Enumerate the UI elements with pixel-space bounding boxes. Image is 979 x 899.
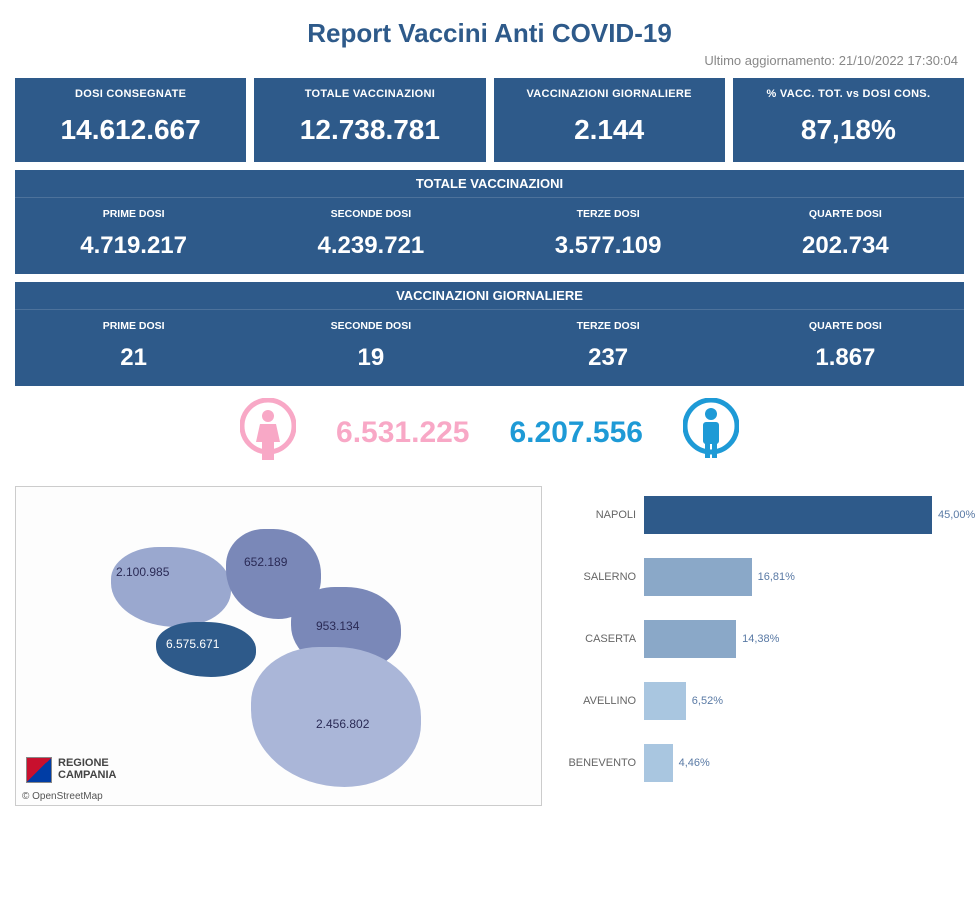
logo-badge-icon — [26, 757, 52, 783]
bar-label: BENEVENTO — [560, 757, 644, 769]
dose-cell: QUARTE DOSI 202.734 — [727, 198, 964, 274]
dose-value: 19 — [256, 344, 485, 372]
last-update: Ultimo aggiornamento: 21/10/2022 17:30:0… — [15, 53, 964, 68]
bar-percent: 45,00% — [938, 509, 975, 521]
bar-track: 16,81% — [644, 558, 964, 596]
page-title: Report Vaccini Anti COVID-19 — [15, 18, 964, 49]
map-region-value: 953.134 — [316, 619, 359, 633]
stat-card: VACCINAZIONI GIORNALIERE 2.144 — [494, 78, 725, 162]
map-region-value: 6.575.671 — [166, 637, 219, 651]
bar-track: 4,46% — [644, 744, 964, 782]
female-count: 6.531.225 — [336, 416, 469, 450]
bar-label: NAPOLI — [560, 509, 644, 521]
map-region — [111, 547, 231, 627]
bar-percent: 4,46% — [679, 757, 710, 769]
map-region-value: 2.456.802 — [316, 717, 369, 731]
dose-cell: SECONDE DOSI 4.239.721 — [252, 198, 489, 274]
dose-cell: TERZE DOSI 237 — [490, 310, 727, 386]
stat-card: DOSI CONSEGNATE 14.612.667 — [15, 78, 246, 162]
dose-cell: TERZE DOSI 3.577.109 — [490, 198, 727, 274]
map-region-value: 2.100.985 — [116, 565, 169, 579]
bar-fill — [644, 620, 736, 658]
totals-section: TOTALE VACCINAZIONI PRIME DOSI4.719.217S… — [15, 170, 964, 274]
dose-cell: PRIME DOSI 21 — [15, 310, 252, 386]
top-cards-row: DOSI CONSEGNATE 14.612.667 TOTALE VACCINAZ… — [15, 78, 964, 162]
stat-card: TOTALE VACCINAZIONI 12.738.781 — [254, 78, 485, 162]
stat-value: 12.738.781 — [258, 114, 481, 146]
bar-fill — [644, 744, 673, 782]
dose-value: 3.577.109 — [494, 232, 723, 260]
bar-percent: 6,52% — [692, 695, 723, 707]
stat-value: 2.144 — [498, 114, 721, 146]
dose-label: SECONDE DOSI — [256, 320, 485, 332]
dose-label: TERZE DOSI — [494, 208, 723, 220]
female-icon — [240, 398, 296, 468]
bar-row: CASERTA 14,38% — [560, 614, 964, 664]
dose-cell: SECONDE DOSI 19 — [252, 310, 489, 386]
map-panel: 2.100.985 652.189 953.134 6.575.671 2.456.80… — [15, 486, 542, 806]
dose-label: PRIME DOSI — [19, 320, 248, 332]
dose-value: 4.239.721 — [256, 232, 485, 260]
bar-row: AVELLINO 6,52% — [560, 676, 964, 726]
bar-row: SALERNO 16,81% — [560, 552, 964, 602]
dose-cell: QUARTE DOSI 1.867 — [727, 310, 964, 386]
dose-value: 1.867 — [731, 344, 960, 372]
male-count: 6.207.556 — [510, 416, 643, 450]
stat-value: 14.612.667 — [19, 114, 242, 146]
bar-label: CASERTA — [560, 633, 644, 645]
map-attribution: © OpenStreetMap — [22, 791, 103, 802]
map-region-value: 652.189 — [244, 555, 287, 569]
dose-label: PRIME DOSI — [19, 208, 248, 220]
stat-card: % VACC. TOT. vs DOSI CONS. 87,18% — [733, 78, 964, 162]
bar-row: NAPOLI45,00% — [560, 490, 964, 540]
dose-label: QUARTE DOSI — [731, 208, 960, 220]
bar-track: 6,52% — [644, 682, 964, 720]
bar-chart: NAPOLI45,00% SALERNO 16,81% CASERTA 14,38% AV… — [560, 486, 964, 806]
bar-track: 45,00% — [644, 496, 964, 534]
dose-value: 202.734 — [731, 232, 960, 260]
stat-label: TOTALE VACCINAZIONI — [258, 88, 481, 100]
logo-line2: CAMPANIA — [58, 770, 116, 782]
daily-section: VACCINAZIONI GIORNALIERE PRIME DOSI21SEC… — [15, 282, 964, 386]
dose-label: SECONDE DOSI — [256, 208, 485, 220]
bar-row: BENEVENTO 4,46% — [560, 738, 964, 788]
bar-fill — [644, 682, 686, 720]
stat-value: 87,18% — [737, 114, 960, 146]
totals-title: TOTALE VACCINAZIONI — [15, 170, 964, 198]
stat-label: VACCINAZIONI GIORNALIERE — [498, 88, 721, 100]
stat-label: % VACC. TOT. vs DOSI CONS. — [737, 88, 960, 100]
bar-label: AVELLINO — [560, 695, 644, 707]
dose-value: 4.719.217 — [19, 232, 248, 260]
dose-value: 21 — [19, 344, 248, 372]
dose-cell: PRIME DOSI 4.719.217 — [15, 198, 252, 274]
bar-label: SALERNO — [560, 571, 644, 583]
bar-percent: 16,81% — [758, 571, 795, 583]
bottom-row: 2.100.985 652.189 953.134 6.575.671 2.456.80… — [15, 486, 964, 806]
bar-fill — [644, 496, 932, 534]
dose-value: 237 — [494, 344, 723, 372]
gender-row: 6.531.225 6.207.556 — [15, 398, 964, 468]
dose-label: QUARTE DOSI — [731, 320, 960, 332]
dose-label: TERZE DOSI — [494, 320, 723, 332]
male-icon — [683, 398, 739, 468]
stat-label: DOSI CONSEGNATE — [19, 88, 242, 100]
bar-fill — [644, 558, 752, 596]
daily-title: VACCINAZIONI GIORNALIERE — [15, 282, 964, 310]
bar-percent: 14,38% — [742, 633, 779, 645]
bar-track: 14,38% — [644, 620, 964, 658]
regione-logo: REGIONE CAMPANIA — [26, 757, 116, 783]
